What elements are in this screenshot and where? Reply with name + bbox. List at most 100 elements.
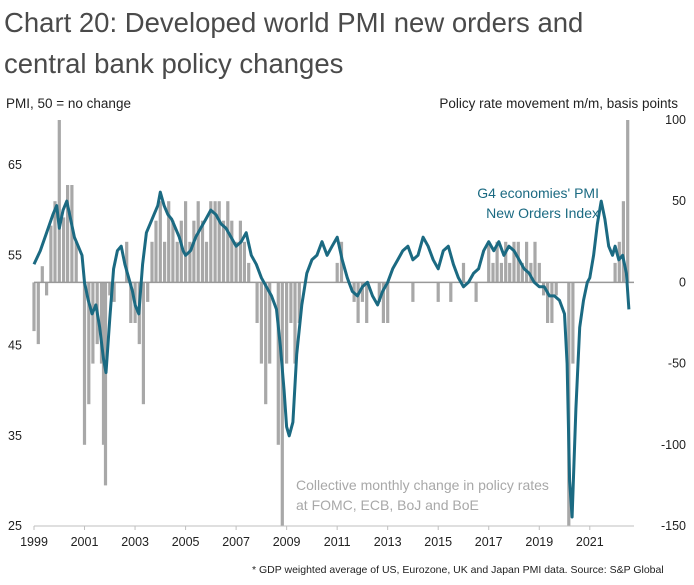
policy-rate-bar	[613, 262, 617, 283]
x-tick-label: 2021	[576, 535, 604, 549]
policy-rate-bar	[196, 201, 200, 283]
policy-rate-bar	[621, 201, 625, 283]
policy-rate-bar	[436, 282, 440, 302]
policy-rate-bar	[626, 120, 630, 283]
policy-rate-bars	[32, 120, 630, 526]
policy-rate-bar	[297, 282, 301, 323]
policy-rate-bar	[542, 282, 546, 296]
policy-rate-bar	[99, 282, 104, 364]
x-tick-label: 2011	[324, 535, 351, 549]
policy-rate-bar	[179, 220, 183, 283]
policy-rate-bar	[62, 217, 66, 283]
policy-rate-bar	[175, 241, 179, 283]
x-tick-label: 2005	[172, 535, 200, 549]
policy-rate-bar	[226, 201, 230, 283]
x-tick-label: 2001	[71, 535, 99, 549]
policy-rate-bar	[125, 241, 129, 283]
policy-rate-bar	[264, 282, 268, 405]
policy-rate-bar	[546, 282, 550, 323]
policy-rate-bar	[474, 282, 478, 302]
policy-rate-bar	[504, 241, 508, 283]
left-tick-label: 25	[8, 519, 22, 533]
policy-rate-bar	[356, 282, 360, 323]
policy-rate-bar	[516, 241, 520, 283]
x-axis-ticks: 1999 2001 2003 2005 2007 2009 2011 2013 2015 2017…	[20, 526, 604, 549]
policy-rate-bar	[381, 282, 385, 323]
x-tick-label: 2013	[374, 535, 402, 549]
policy-rate-bar	[209, 201, 213, 283]
chart-title: Chart 20: Developed world PMI new orders…	[4, 2, 684, 84]
policy-rate-bar	[377, 282, 381, 302]
policy-rate-bar	[204, 241, 209, 283]
policy-rate-bar	[512, 241, 516, 283]
policy-rate-bar	[280, 282, 284, 526]
policy-rate-bar	[103, 282, 108, 486]
policy-rate-bar	[533, 241, 537, 283]
x-tick-label: 1999	[20, 535, 48, 549]
left-tick-label: 45	[8, 339, 22, 353]
policy-rate-bar	[276, 282, 280, 445]
policy-rate-bar	[525, 241, 529, 283]
left-tick-label: 55	[8, 248, 22, 262]
policy-rate-bar	[129, 282, 133, 323]
right-axis-ticks: 100 50 0 -50 -100 -150	[661, 113, 686, 533]
right-tick-label: 0	[679, 275, 686, 289]
chart-title-line-2: central bank policy changes	[4, 48, 344, 79]
policy-rate-bar	[40, 266, 44, 283]
x-tick-label: 2003	[121, 535, 149, 549]
policy-rate-bar	[91, 282, 95, 364]
policy-rate-bar	[221, 220, 226, 283]
policy-rate-bar	[141, 282, 145, 405]
left-tick-label: 35	[8, 429, 22, 443]
x-tick-label: 2007	[222, 535, 250, 549]
series-label-pmi-line-2: New Orders Index	[486, 205, 599, 221]
policy-rate-bar	[213, 201, 217, 283]
policy-rate-bar	[234, 241, 238, 283]
right-tick-label: -100	[661, 438, 686, 452]
policy-rate-bar	[53, 201, 57, 283]
policy-rate-bar	[449, 282, 453, 302]
policy-rate-bar	[200, 220, 205, 283]
policy-rate-bar	[550, 282, 554, 323]
right-axis-label: Policy rate movement m/m, basis points	[439, 96, 678, 111]
policy-rate-bar	[495, 241, 499, 283]
chart-title-line-1: Chart 20: Developed world PMI new orders…	[4, 7, 584, 38]
policy-rate-bar	[154, 220, 158, 283]
policy-rate-bar	[285, 282, 289, 364]
policy-rate-bar	[508, 262, 512, 283]
policy-rate-bar	[386, 282, 390, 323]
left-tick-label: 65	[8, 158, 22, 172]
policy-rate-bar	[365, 282, 369, 323]
policy-rate-bar	[499, 262, 503, 283]
x-tick-label: 2017	[475, 535, 503, 549]
policy-rate-bar	[537, 262, 541, 283]
policy-rate-bar	[529, 262, 533, 283]
policy-rate-bar	[74, 241, 78, 283]
left-axis-label: PMI, 50 = no change	[6, 96, 131, 111]
policy-rate-bar	[171, 220, 175, 283]
policy-rate-bar	[230, 220, 234, 283]
policy-rate-bar	[163, 241, 167, 283]
policy-rate-bar	[112, 282, 116, 302]
series-label-bars-line-1: Collective monthly change in policy rate…	[296, 477, 549, 493]
policy-rate-bar	[247, 262, 251, 283]
policy-rate-bar	[242, 241, 246, 283]
policy-rate-bar	[45, 282, 49, 296]
policy-rate-bar	[487, 241, 491, 283]
policy-rate-bar	[158, 201, 162, 283]
policy-rate-bar	[335, 262, 339, 283]
policy-rate-bar	[32, 282, 36, 332]
series-label-bars-line-2: at FOMC, ECB, BoJ and BoE	[296, 497, 479, 513]
policy-rate-bar	[571, 282, 575, 364]
policy-rate-bar	[82, 282, 87, 445]
policy-rate-bar	[259, 282, 263, 364]
policy-rate-bar	[554, 282, 558, 296]
policy-rate-bar	[188, 241, 192, 283]
policy-rate-bar	[49, 225, 53, 283]
policy-rate-bar	[36, 282, 40, 345]
policy-rate-bar	[146, 282, 150, 302]
policy-rate-bar	[293, 282, 297, 364]
policy-rate-bar	[167, 201, 171, 283]
policy-rate-bar	[217, 201, 221, 283]
